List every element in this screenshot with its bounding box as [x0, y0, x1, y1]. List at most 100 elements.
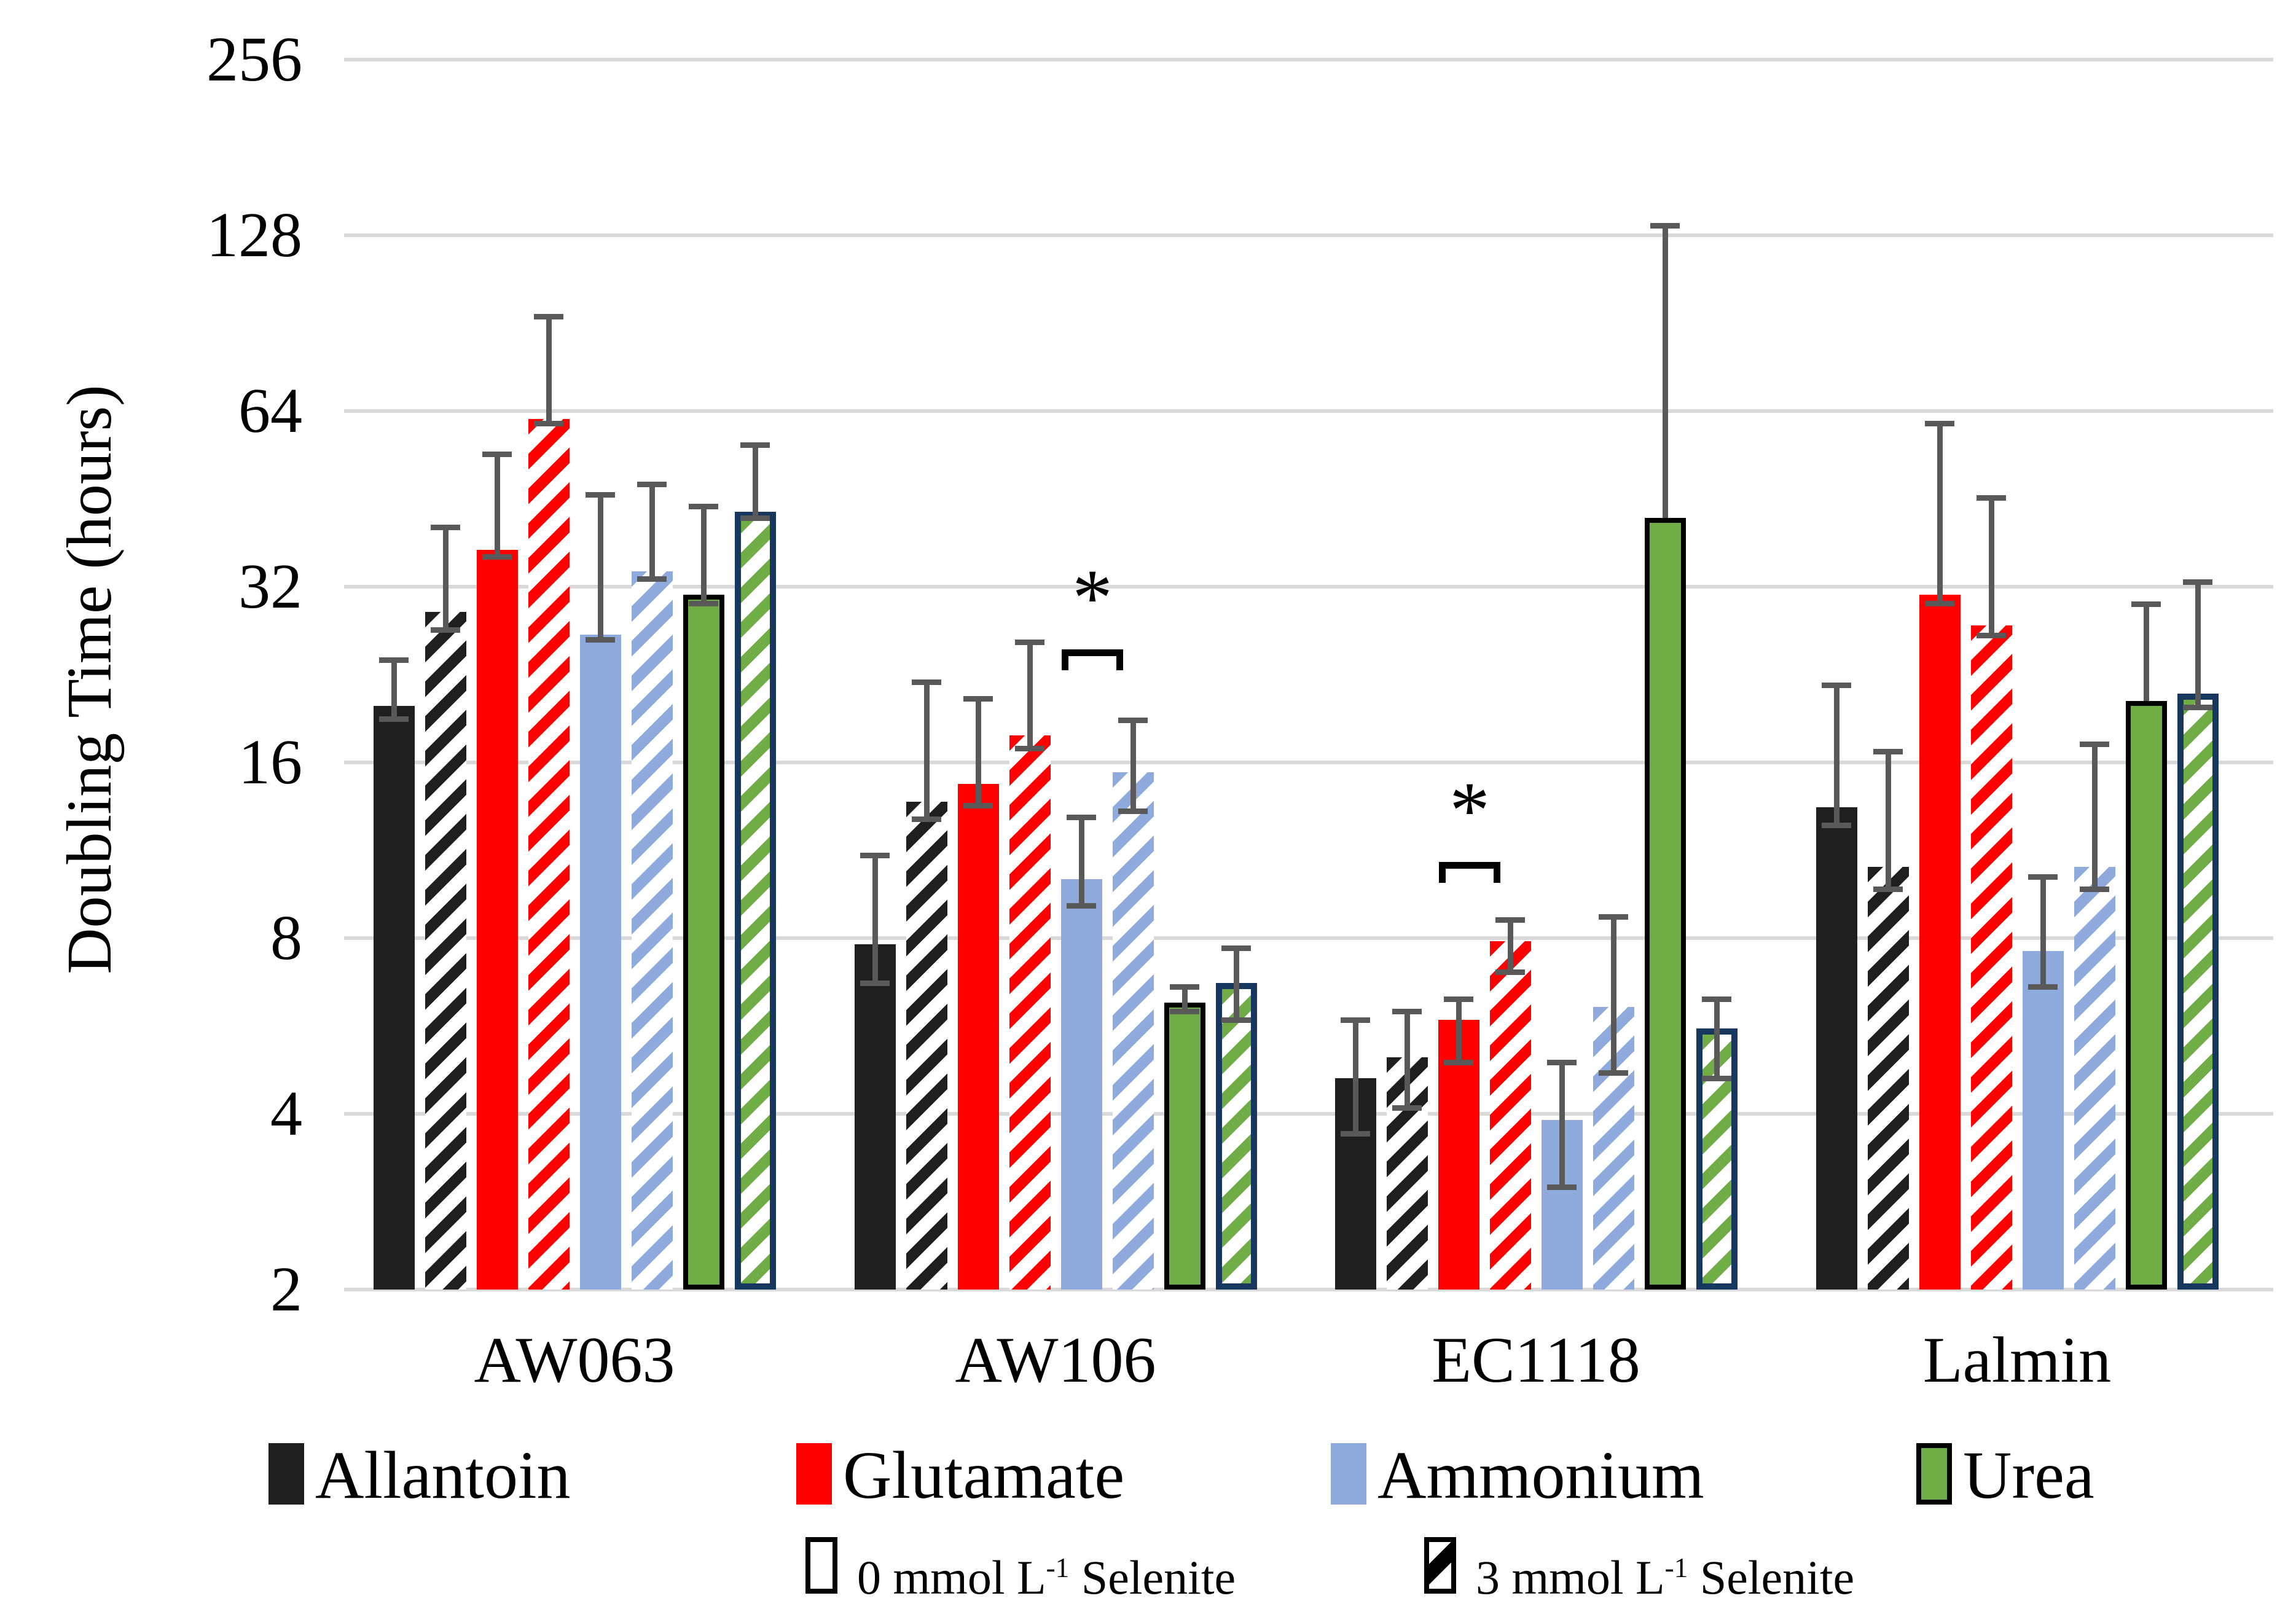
error-bar-cap-bottom — [431, 627, 460, 633]
legend-label: Allantoin — [315, 1438, 571, 1513]
bar-AW063-ammonium-0mM — [579, 634, 621, 1290]
gridline — [344, 409, 2273, 413]
bar-AW063-glutamate-3mM — [528, 419, 570, 1290]
bar-AW106-ammonium-0mM — [1060, 879, 1102, 1290]
error-bar-line — [753, 445, 758, 518]
error-bar-cap-top — [1547, 1060, 1577, 1066]
error-bar-cap-top — [1221, 945, 1251, 951]
error-bar-cap-top — [1495, 917, 1525, 923]
error-bar-line — [1405, 1011, 1410, 1108]
ammonium-swatch-icon — [1331, 1443, 1366, 1505]
y-tick-label: 2 — [270, 1254, 302, 1325]
gridline — [344, 761, 2273, 764]
bar-AW106-glutamate-0mM — [957, 783, 999, 1290]
y-tick-label: 256 — [206, 24, 302, 95]
legend-label: Urea — [1963, 1438, 2094, 1513]
error-bar-cap-top — [637, 481, 667, 487]
error-bar-line — [443, 527, 449, 630]
error-bar-line — [1886, 751, 1891, 890]
significance-bracket-tick — [1116, 649, 1123, 670]
error-bar-cap-top — [1118, 718, 1148, 724]
error-bar-cap-bottom — [1495, 969, 1525, 976]
error-bar-line — [391, 659, 397, 719]
error-bar-line — [1508, 920, 1513, 973]
error-bar-cap-top — [482, 452, 512, 458]
allantoin-swatch-icon — [268, 1443, 304, 1505]
error-bar-cap-top — [431, 524, 460, 530]
x-category-label: AW106 — [955, 1324, 1156, 1396]
error-bar-cap-top — [860, 852, 890, 858]
error-bar-line — [701, 506, 707, 603]
error-bar-line — [1182, 987, 1188, 1011]
bar-AW063-allantoin-0mM — [373, 705, 415, 1290]
significance-asterisk: * — [1449, 765, 1490, 856]
error-bar-cap-bottom — [689, 600, 718, 606]
error-bar-cap-top — [2080, 742, 2109, 748]
error-bar-cap-bottom — [1873, 887, 1903, 893]
error-bar-line — [2144, 604, 2149, 701]
bar-AW106-urea-0mM — [1164, 1003, 1205, 1290]
error-bar-cap-bottom — [740, 515, 770, 521]
legend-label: Ammonium — [1377, 1438, 1704, 1513]
error-bar-cap-top — [1925, 420, 1954, 426]
bar-AW106-allantoin-3mM — [906, 802, 947, 1290]
error-bar-cap-bottom — [1118, 808, 1148, 815]
y-tick-label: 4 — [270, 1078, 302, 1149]
x-category-label: AW063 — [474, 1324, 675, 1396]
error-bar-cap-top — [1977, 495, 2006, 501]
error-bar-cap-top — [1822, 683, 1851, 689]
error-bar-cap-bottom — [1925, 600, 1954, 606]
error-bar-cap-top — [2183, 579, 2212, 585]
glutamate-swatch-icon — [796, 1443, 832, 1505]
bar-AW106-allantoin-0mM — [854, 944, 896, 1290]
error-bar-cap-bottom — [1702, 1076, 1731, 1082]
bar-AW063-urea-0mM — [683, 595, 724, 1290]
error-bar-line — [1663, 225, 1668, 518]
y-tick-label: 64 — [238, 375, 302, 446]
selenite-legend: 0 mmol L-1 Selenite 3 mmol L-1 Selenite — [0, 1535, 2296, 1604]
significance-asterisk: * — [1072, 552, 1113, 643]
error-bar-line — [1353, 1019, 1358, 1134]
error-bar-cap-bottom — [1341, 1131, 1370, 1137]
error-bar-line — [1456, 998, 1462, 1063]
significance-bracket-tick — [1494, 862, 1500, 883]
error-bar-cap-top — [1702, 996, 1731, 1002]
nitrogen-source-legend: Allantoin Glutamate Ammonium Urea — [0, 1438, 2296, 1513]
error-bar-cap-top — [1170, 984, 1199, 990]
bar-Lalmin-ammonium-3mM — [2074, 866, 2115, 1290]
error-bar-cap-top — [1015, 640, 1044, 646]
urea-swatch-icon — [1916, 1443, 1952, 1505]
error-bar-line — [2040, 876, 2046, 987]
bar-AW063-ammonium-3mM — [631, 571, 673, 1290]
y-tick-label: 32 — [238, 551, 302, 622]
error-bar-cap-bottom — [2080, 887, 2109, 893]
bar-Lalmin-glutamate-3mM — [1970, 625, 2012, 1290]
significance-bracket-tick — [1062, 649, 1068, 670]
error-bar-cap-bottom — [860, 981, 890, 987]
error-bar-line — [649, 483, 655, 579]
bar-AW106-urea-3mM — [1215, 983, 1257, 1290]
error-bar-cap-bottom — [2183, 704, 2212, 710]
bar-Lalmin-urea-3mM — [2177, 693, 2219, 1290]
error-bar-cap-bottom — [534, 420, 563, 426]
gridline — [344, 1112, 2273, 1116]
error-bar-cap-top — [912, 679, 941, 685]
x-category-label: Lalmin — [1922, 1324, 2112, 1396]
error-bar-line — [1714, 998, 1720, 1079]
significance-bracket-tick — [1439, 862, 1446, 883]
error-bar-cap-bottom — [963, 803, 993, 809]
bar-Lalmin-allantoin-3mM — [1867, 866, 1909, 1290]
error-bar-cap-bottom — [1444, 1060, 1473, 1066]
error-bar-cap-top — [534, 313, 563, 319]
error-bar-line — [598, 495, 603, 640]
error-bar-cap-top — [1650, 223, 1680, 229]
error-bar-cap-top — [1341, 1017, 1370, 1023]
error-bar-line — [976, 698, 981, 806]
bar-EC1118-glutamate-3mM — [1489, 941, 1531, 1290]
error-bar-cap-top — [1599, 914, 1628, 920]
error-bar-cap-top — [2028, 874, 2058, 880]
bar-Lalmin-urea-0mM — [2125, 700, 2167, 1290]
error-bar-line — [1611, 917, 1616, 1073]
